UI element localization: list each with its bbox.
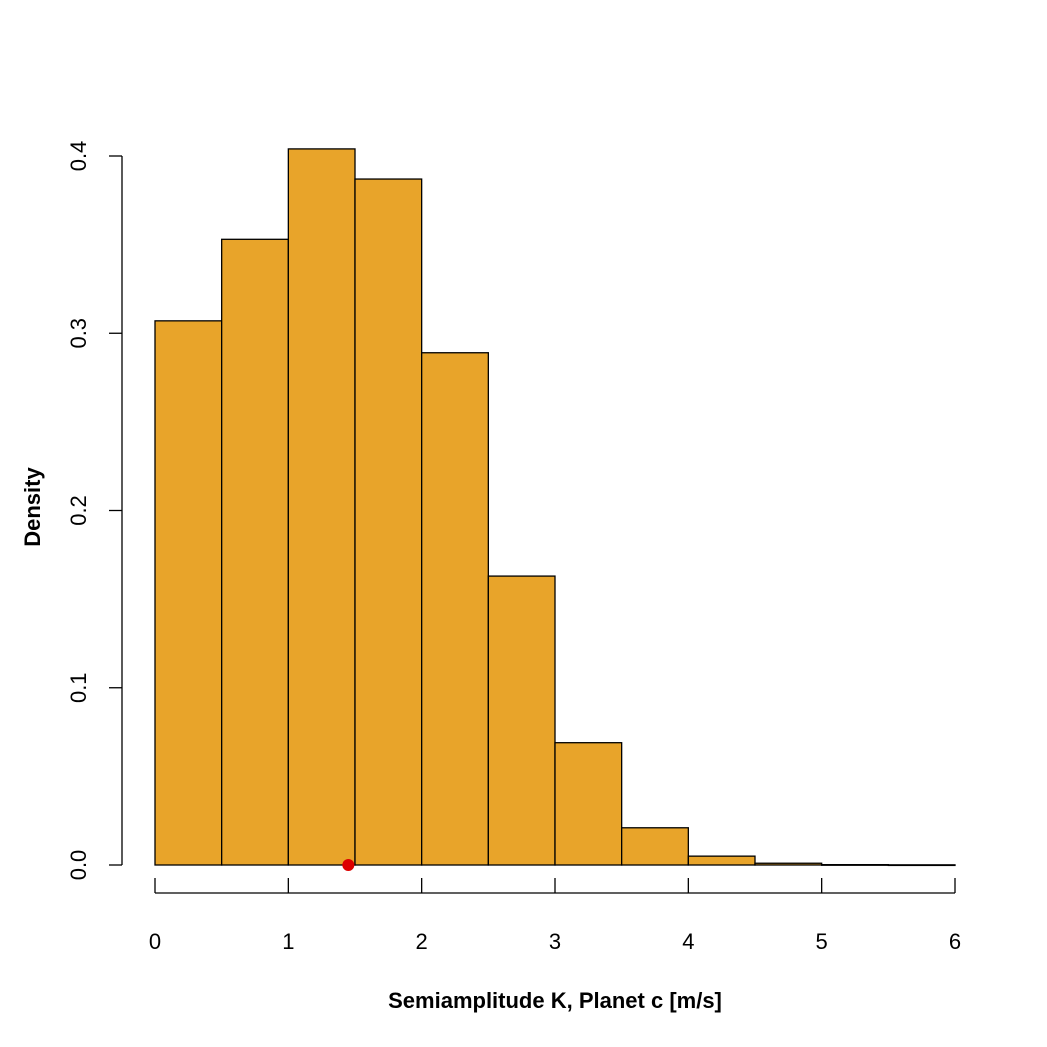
y-axis-title: Density	[20, 467, 45, 547]
histogram-bar	[754, 862, 823, 866]
histogram-bar	[621, 827, 689, 866]
x-tick-label: 0	[149, 929, 161, 954]
y-tick-label: 0.4	[66, 141, 91, 172]
histogram-bar	[487, 575, 556, 866]
x-tick-label: 4	[682, 929, 694, 954]
highlight-point	[342, 859, 355, 871]
histogram-bar	[821, 863, 889, 866]
x-tick-label: 2	[416, 929, 428, 954]
x-tick-label: 3	[549, 929, 561, 954]
y-tick-label: 0.0	[66, 850, 91, 881]
x-axis-title: Semiamplitude K, Planet c [m/s]	[388, 988, 722, 1013]
y-tick-label: 0.2	[66, 495, 91, 526]
x-tick-label: 1	[282, 929, 294, 954]
histogram-bar	[354, 178, 423, 866]
y-tick-label: 0.1	[66, 672, 91, 703]
x-tick-label: 5	[816, 929, 828, 954]
histogram-bar	[154, 320, 223, 866]
histogram-bar	[421, 352, 489, 866]
histogram-bar	[554, 742, 623, 866]
histogram-bar	[687, 855, 756, 866]
histogram-bar	[887, 864, 956, 867]
x-tick-label: 6	[949, 929, 961, 954]
histogram-bar	[221, 238, 289, 866]
bars-group	[154, 148, 956, 867]
y-tick-label: 0.3	[66, 318, 91, 349]
histogram-bar	[287, 148, 356, 866]
axes-group: 0.0 0.1 0.2 0.3 0.4 0 1 2 3 4 5 6	[66, 141, 961, 954]
marker-group	[342, 859, 355, 871]
